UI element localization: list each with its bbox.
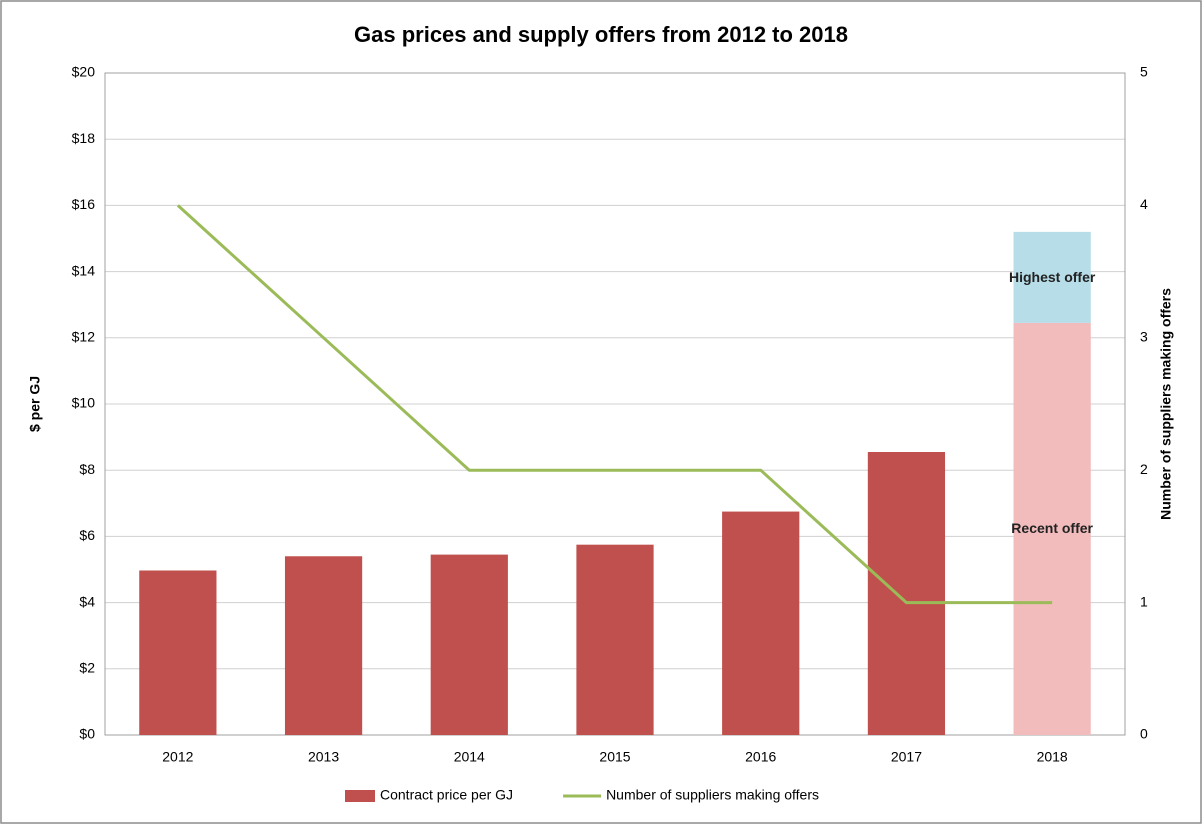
- y-tick-label: $6: [79, 527, 95, 543]
- offer-label-box: Highest offer: [1008, 268, 1096, 285]
- y2-axis-title: Number of suppliers making offers: [1158, 288, 1174, 520]
- x-tick-label: 2018: [1037, 749, 1068, 765]
- line: [176, 204, 1053, 605]
- offer-label-box: Recent offer: [1011, 520, 1093, 537]
- offer-label: Highest offer: [1008, 268, 1096, 285]
- y2-tick-label: 4: [1140, 196, 1148, 212]
- x-tick-label: 2015: [599, 749, 630, 765]
- legend-label: Number of suppliers making offers: [606, 787, 819, 803]
- x-tick-label: 2014: [454, 749, 485, 765]
- y-axis-title: $ per GJ: [27, 376, 43, 432]
- y-tick-label: $14: [72, 262, 96, 278]
- bar: [139, 570, 217, 735]
- y-tick-label: $20: [72, 64, 96, 80]
- bar: [430, 554, 508, 735]
- y2-tick-label: 3: [1140, 329, 1148, 345]
- x-tick-label: 2017: [891, 749, 922, 765]
- x-tick-label: 2013: [308, 749, 339, 765]
- y2-tick-label: 5: [1140, 64, 1148, 80]
- y-tick-label: $4: [79, 593, 95, 609]
- bar: [722, 511, 800, 735]
- offer-segment: [1013, 231, 1091, 323]
- y-tick-label: $10: [72, 395, 96, 411]
- legend-swatch: [345, 790, 375, 802]
- bar: [284, 556, 363, 735]
- legend-label: Contract price per GJ: [380, 787, 513, 803]
- chart-title: Gas prices and supply offers from 2012 t…: [354, 22, 848, 47]
- y-tick-label: $12: [72, 329, 96, 345]
- offer-segment: [1013, 322, 1091, 735]
- y-tick-label: $16: [72, 196, 96, 212]
- x-tick-label: 2012: [162, 749, 193, 765]
- bar: [576, 544, 654, 735]
- y-tick-label: $8: [79, 461, 95, 477]
- offer-label: Recent offer: [1011, 520, 1093, 537]
- y2-tick-label: 2: [1140, 461, 1148, 477]
- y-tick-label: $18: [72, 130, 96, 146]
- y2-tick-label: 0: [1140, 726, 1148, 742]
- bar: [867, 451, 946, 735]
- y-tick-label: $2: [79, 660, 95, 676]
- y2-tick-label: 1: [1140, 593, 1148, 609]
- y-tick-label: $0: [79, 726, 95, 742]
- x-tick-label: 2016: [745, 749, 776, 765]
